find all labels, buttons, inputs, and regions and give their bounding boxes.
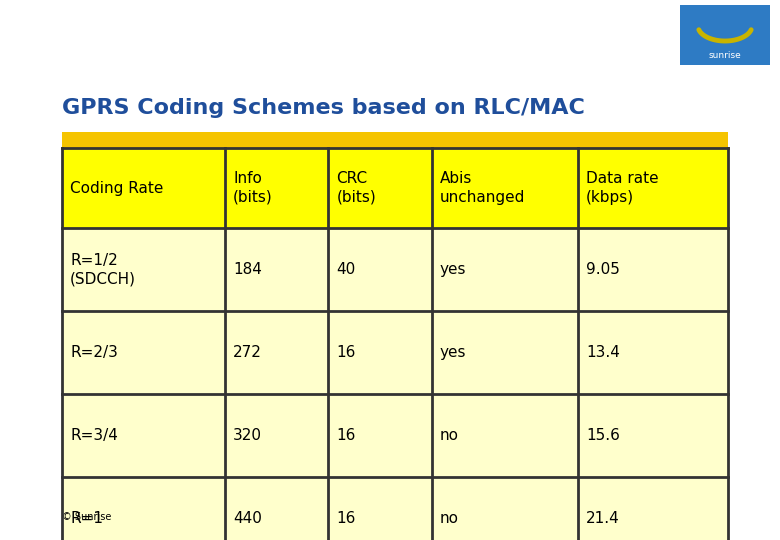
Bar <box>62 148 225 228</box>
Text: 320: 320 <box>233 428 262 443</box>
Text: © Sunrise: © Sunrise <box>62 512 112 522</box>
Bar <box>225 477 328 540</box>
Bar <box>431 311 578 394</box>
Text: R=1/2
(SDCCH): R=1/2 (SDCCH) <box>70 253 136 286</box>
Bar <box>62 228 225 311</box>
Text: R=2/3: R=2/3 <box>70 345 118 360</box>
Bar <box>225 311 328 394</box>
Text: sunrise: sunrise <box>708 51 741 60</box>
Text: 184: 184 <box>233 262 262 277</box>
Bar <box>578 477 728 540</box>
Bar <box>328 228 431 311</box>
Bar <box>328 311 431 394</box>
Text: 13.4: 13.4 <box>586 345 620 360</box>
Text: GPRS Coding Schemes based on RLC/MAC: GPRS Coding Schemes based on RLC/MAC <box>62 98 585 118</box>
Text: no: no <box>440 511 459 526</box>
Text: 40: 40 <box>336 262 356 277</box>
Bar <box>578 394 728 477</box>
Text: Info
(bits): Info (bits) <box>233 171 273 205</box>
Text: 15.6: 15.6 <box>586 428 620 443</box>
Bar <box>578 148 728 228</box>
Text: yes: yes <box>440 262 466 277</box>
Bar <box>62 477 225 540</box>
Text: Coding Rate: Coding Rate <box>70 180 163 195</box>
Bar <box>431 148 578 228</box>
Text: Abis
unchanged: Abis unchanged <box>440 171 525 205</box>
Bar <box>225 394 328 477</box>
Bar <box>225 228 328 311</box>
Text: no: no <box>440 428 459 443</box>
Bar <box>328 394 431 477</box>
Text: 16: 16 <box>336 345 356 360</box>
Bar <box>225 148 328 228</box>
Bar <box>62 132 728 148</box>
Text: R=1: R=1 <box>70 511 103 526</box>
Text: CRC
(bits): CRC (bits) <box>336 171 376 205</box>
Text: yes: yes <box>440 345 466 360</box>
Text: 9.05: 9.05 <box>586 262 620 277</box>
Bar <box>62 311 225 394</box>
Text: 16: 16 <box>336 511 356 526</box>
Text: R=3/4: R=3/4 <box>70 428 118 443</box>
Text: 440: 440 <box>233 511 262 526</box>
Bar <box>431 228 578 311</box>
Text: 21.4: 21.4 <box>586 511 620 526</box>
Bar <box>328 477 431 540</box>
Text: Data rate
(kbps): Data rate (kbps) <box>586 171 659 205</box>
Bar <box>431 477 578 540</box>
Bar <box>578 311 728 394</box>
Bar <box>431 394 578 477</box>
Text: 272: 272 <box>233 345 262 360</box>
Bar <box>62 394 225 477</box>
Bar <box>328 148 431 228</box>
Bar <box>578 228 728 311</box>
Text: 16: 16 <box>336 428 356 443</box>
